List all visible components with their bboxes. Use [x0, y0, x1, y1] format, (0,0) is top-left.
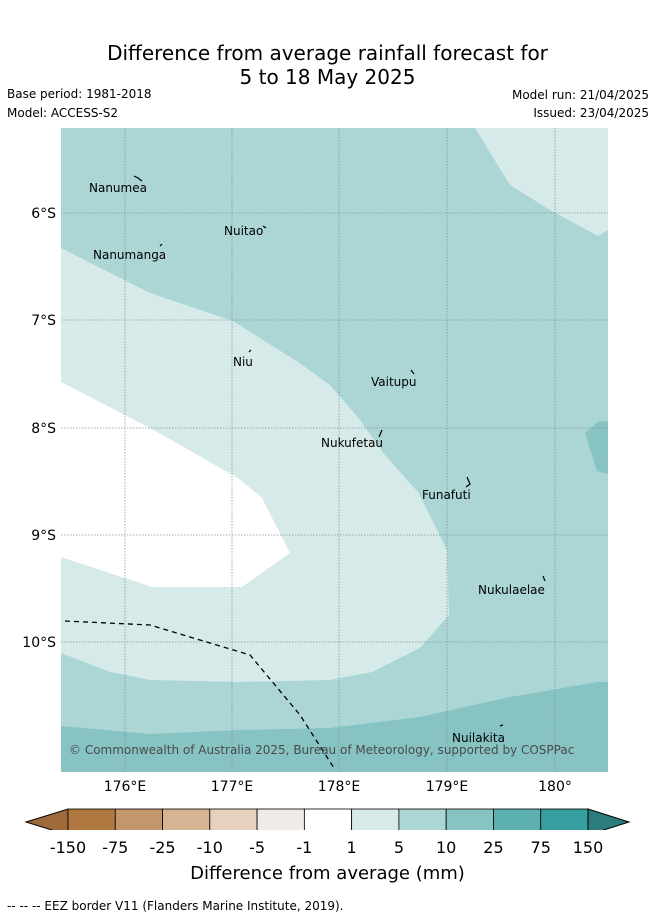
colorbar-extend-high [587, 808, 631, 830]
colorbar-segment [67, 808, 116, 830]
colorbar-tick-label: -150 [49, 838, 87, 857]
eez-border [64, 620, 335, 769]
lon-tick-label: 176°E [104, 779, 147, 795]
lon-tick-label: 180° [538, 779, 572, 795]
colorbar-tick-label: 1 [346, 838, 357, 857]
colorbar-segment [351, 808, 400, 830]
colorbar-tick-label: -1 [296, 838, 313, 857]
region-1-5-northeast [475, 128, 608, 236]
base-period: Base period: 1981-2018 [7, 87, 152, 101]
colorbar [24, 808, 631, 830]
lat-tick-label: 7°S [31, 313, 56, 329]
place-label: Nukufetau [321, 436, 383, 450]
place-label: Nukulaelae [478, 583, 545, 597]
colorbar-segment [256, 808, 305, 830]
colorbar-tick-label: -25 [149, 838, 176, 857]
region-10-25-east [585, 421, 608, 474]
colorbar-tick-label: 25 [483, 838, 504, 857]
eez-footnote: -- -- -- EEZ border V11 (Flanders Marine… [7, 899, 344, 913]
place-label: Vaitupu [371, 375, 417, 389]
region-neutral [61, 382, 290, 587]
lat-tick-label: 8°S [31, 421, 56, 437]
lon-tick-label: 178°E [318, 779, 361, 795]
longitude-axis: 176°E 177°E 178°E 179°E 180° [104, 779, 572, 795]
issued-date: Issued: 23/04/2025 [533, 106, 649, 120]
colorbar-tick-label: 10 [435, 838, 457, 857]
place-label: Nuilakita [452, 731, 505, 745]
colorbar-tick-label: 75 [530, 838, 551, 857]
model-name: Model: ACCESS-S2 [7, 106, 119, 120]
place-labels: Nanumea Nuitao Nanumanga Niu Vaitupu Nuk… [89, 181, 545, 745]
place-label: Niu [233, 355, 253, 369]
place-label: Nanumanga [93, 248, 166, 262]
copyright-notice: © Commonwealth of Australia 2025, Bureau… [69, 743, 574, 757]
colorbar-extend-low [24, 808, 69, 830]
colorbar-segment [209, 808, 258, 830]
lat-tick-label: 10°S [22, 635, 56, 651]
latitude-axis: 6°S 7°S 8°S 9°S 10°S [22, 206, 56, 651]
place-label: Funafuti [422, 488, 471, 502]
place-label: Nanumea [89, 181, 147, 195]
colorbar-tick-label: 150 [572, 838, 604, 857]
lon-tick-label: 179°E [426, 779, 469, 795]
colorbar-tick-label: -75 [102, 838, 129, 857]
colorbar-segment [114, 808, 163, 830]
colorbar-label: Difference from average (mm) [190, 863, 465, 884]
title-line-1: Difference from average rainfall forecas… [107, 41, 548, 65]
colorbar-segment [162, 808, 211, 830]
colorbar-segment [540, 808, 589, 830]
chart-title: Difference from average rainfall forecas… [0, 41, 655, 89]
title-line-2: 5 to 18 May 2025 [239, 65, 416, 89]
rainfall-map: Nanumea Nuitao Nanumanga Niu Vaitupu Nuk… [22, 128, 631, 830]
place-label: Nuitao [224, 224, 263, 238]
map-regions [61, 128, 608, 772]
region-10-25-south [61, 682, 608, 772]
colorbar-tick-label: 5 [393, 838, 404, 857]
lon-tick-label: 177°E [211, 779, 254, 795]
lat-tick-label: 9°S [31, 528, 56, 544]
colorbar-segment [493, 808, 542, 830]
lat-tick-label: 6°S [31, 206, 56, 222]
colorbar-tick-label: -10 [196, 838, 223, 857]
model-run: Model run: 21/04/2025 [511, 88, 649, 102]
island-marks [133, 175, 546, 727]
colorbar-segment [398, 808, 447, 830]
graticule [61, 128, 608, 772]
colorbar-tick-label: -5 [249, 838, 266, 857]
colorbar-segment [445, 808, 494, 830]
colorbar-segment [303, 808, 353, 830]
